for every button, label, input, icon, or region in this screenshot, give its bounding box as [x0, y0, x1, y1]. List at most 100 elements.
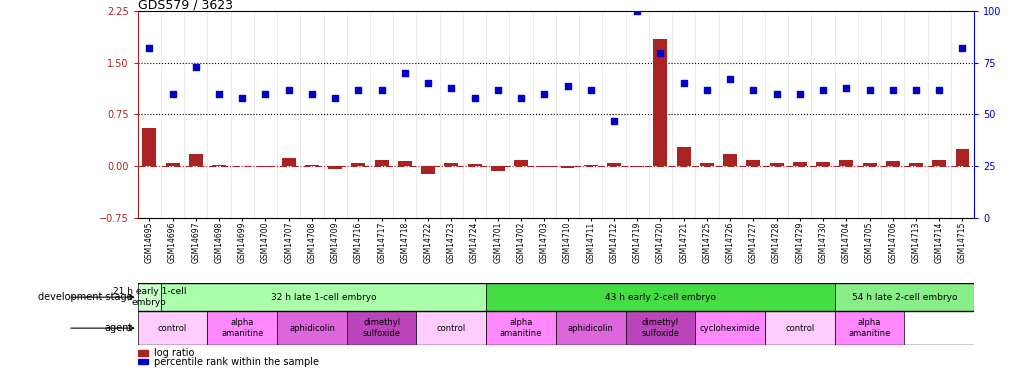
- Bar: [908, 162, 922, 166]
- Point: [721, 76, 738, 82]
- Text: GDS579 / 3623: GDS579 / 3623: [138, 0, 232, 11]
- Bar: [467, 164, 481, 166]
- Point: [304, 91, 320, 97]
- Text: agent: agent: [104, 323, 132, 333]
- Bar: [555, 311, 625, 345]
- Text: development stage: development stage: [38, 292, 132, 302]
- Bar: [258, 166, 272, 167]
- Bar: [143, 128, 156, 166]
- Point: [629, 8, 645, 14]
- Point: [141, 45, 157, 51]
- Bar: [165, 162, 179, 166]
- Bar: [722, 154, 737, 166]
- Point: [582, 87, 598, 93]
- Point: [442, 85, 459, 91]
- Bar: [834, 311, 904, 345]
- Bar: [138, 311, 207, 345]
- Point: [838, 85, 854, 91]
- Bar: [955, 149, 968, 166]
- Text: 32 h late 1-cell embryo: 32 h late 1-cell embryo: [270, 292, 376, 302]
- Bar: [676, 147, 690, 166]
- Point: [605, 118, 622, 124]
- Text: dimethyl
sulfoxide: dimethyl sulfoxide: [641, 318, 679, 338]
- Point: [350, 87, 366, 93]
- Point: [327, 95, 343, 101]
- Bar: [862, 162, 875, 166]
- Bar: [834, 283, 973, 311]
- Bar: [138, 283, 161, 311]
- Bar: [486, 311, 555, 345]
- Point: [745, 87, 761, 93]
- Bar: [138, 359, 149, 364]
- Text: 54 h late 2-cell embryo: 54 h late 2-cell embryo: [851, 292, 956, 302]
- Bar: [537, 166, 550, 167]
- Point: [791, 91, 807, 97]
- Bar: [207, 311, 277, 345]
- Bar: [189, 154, 203, 166]
- Bar: [746, 160, 759, 166]
- Text: cycloheximide: cycloheximide: [699, 324, 760, 333]
- Point: [211, 91, 227, 97]
- Text: percentile rank within the sample: percentile rank within the sample: [154, 357, 319, 367]
- Bar: [514, 160, 528, 166]
- Point: [234, 95, 251, 101]
- Bar: [625, 311, 695, 345]
- Point: [652, 50, 668, 55]
- Point: [675, 81, 691, 87]
- Bar: [352, 162, 365, 166]
- Point: [907, 87, 923, 93]
- Point: [954, 45, 970, 51]
- Point: [513, 95, 529, 101]
- Bar: [305, 165, 319, 166]
- Bar: [839, 160, 853, 166]
- Bar: [653, 39, 666, 166]
- Bar: [328, 166, 341, 170]
- Bar: [346, 311, 416, 345]
- Bar: [277, 311, 346, 345]
- Bar: [490, 166, 504, 171]
- Bar: [699, 162, 713, 166]
- Point: [396, 70, 413, 76]
- Point: [536, 91, 552, 97]
- Point: [257, 91, 273, 97]
- Point: [883, 87, 900, 93]
- Bar: [931, 160, 946, 166]
- Bar: [486, 283, 834, 311]
- Text: alpha
amanitine: alpha amanitine: [499, 318, 542, 338]
- Text: 43 h early 2-cell embryo: 43 h early 2-cell embryo: [604, 292, 715, 302]
- Text: aphidicolin: aphidicolin: [288, 324, 334, 333]
- Text: aphidicolin: aphidicolin: [568, 324, 613, 333]
- Point: [814, 87, 830, 93]
- Bar: [769, 162, 783, 166]
- Bar: [583, 165, 597, 166]
- Bar: [630, 166, 644, 167]
- Bar: [281, 158, 296, 166]
- Point: [558, 82, 575, 88]
- Bar: [416, 311, 486, 345]
- Bar: [138, 350, 149, 355]
- Bar: [161, 283, 486, 311]
- Point: [187, 64, 204, 70]
- Point: [767, 91, 784, 97]
- Point: [466, 95, 482, 101]
- Bar: [792, 162, 806, 166]
- Bar: [606, 163, 621, 166]
- Text: control: control: [158, 324, 187, 333]
- Bar: [764, 311, 834, 345]
- Text: dimethyl
sulfoxide: dimethyl sulfoxide: [363, 318, 400, 338]
- Text: log ratio: log ratio: [154, 348, 194, 358]
- Text: alpha
amanitine: alpha amanitine: [221, 318, 263, 338]
- Point: [373, 87, 389, 93]
- Point: [280, 87, 297, 93]
- Text: 21 h early 1-cell
embryo: 21 h early 1-cell embryo: [112, 288, 185, 307]
- Point: [164, 91, 180, 97]
- Bar: [560, 166, 574, 168]
- Bar: [884, 161, 899, 166]
- Bar: [397, 161, 412, 166]
- Text: alpha
amanitine: alpha amanitine: [848, 318, 890, 338]
- Point: [698, 87, 714, 93]
- Bar: [815, 162, 829, 166]
- Text: control: control: [785, 324, 814, 333]
- Point: [489, 87, 505, 93]
- Bar: [695, 311, 764, 345]
